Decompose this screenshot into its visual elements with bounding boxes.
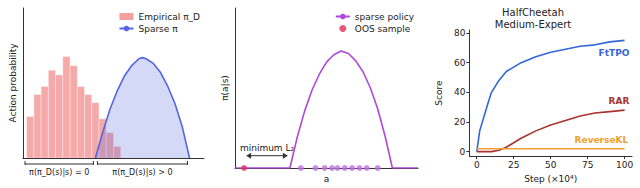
svg-text:80: 80 <box>454 28 466 38</box>
svg-text:a: a <box>324 174 330 184</box>
svg-text:25: 25 <box>508 160 519 170</box>
svg-text:HalfCheetah: HalfCheetah <box>502 7 564 18</box>
svg-text:Action probability: Action probability <box>8 43 18 123</box>
svg-text:0: 0 <box>460 147 466 157</box>
svg-text:0: 0 <box>474 160 480 170</box>
svg-text:minimum L₂: minimum L₂ <box>240 143 295 153</box>
svg-text:ReverseKL: ReverseKL <box>575 135 629 145</box>
svg-text:50: 50 <box>545 160 557 170</box>
svg-text:Medium-Expert: Medium-Expert <box>495 19 571 30</box>
svg-text:π(π_D(s)|s) = 0: π(π_D(s)|s) = 0 <box>29 168 89 177</box>
svg-text:π(π_D(s)|s) > 0: π(π_D(s)|s) > 0 <box>112 168 172 177</box>
svg-text:FtTPO: FtTPO <box>599 48 630 58</box>
svg-text:20: 20 <box>454 117 466 127</box>
svg-text:sparse policy: sparse policy <box>355 12 415 22</box>
svg-text:OOS sample: OOS sample <box>355 24 411 34</box>
svg-text:75: 75 <box>582 160 593 170</box>
svg-text:RAR: RAR <box>609 96 630 106</box>
svg-text:40: 40 <box>454 87 466 97</box>
svg-text:60: 60 <box>454 58 466 68</box>
svg-text:100: 100 <box>616 160 633 170</box>
svg-text:Score: Score <box>434 80 444 106</box>
svg-text:Empirical π_D: Empirical π_D <box>138 12 200 22</box>
svg-text:Sparse π: Sparse π <box>138 24 178 34</box>
svg-text:Step (×10⁴): Step (×10⁴) <box>524 174 577 184</box>
svg-text:π(a|s): π(a|s) <box>220 75 230 101</box>
